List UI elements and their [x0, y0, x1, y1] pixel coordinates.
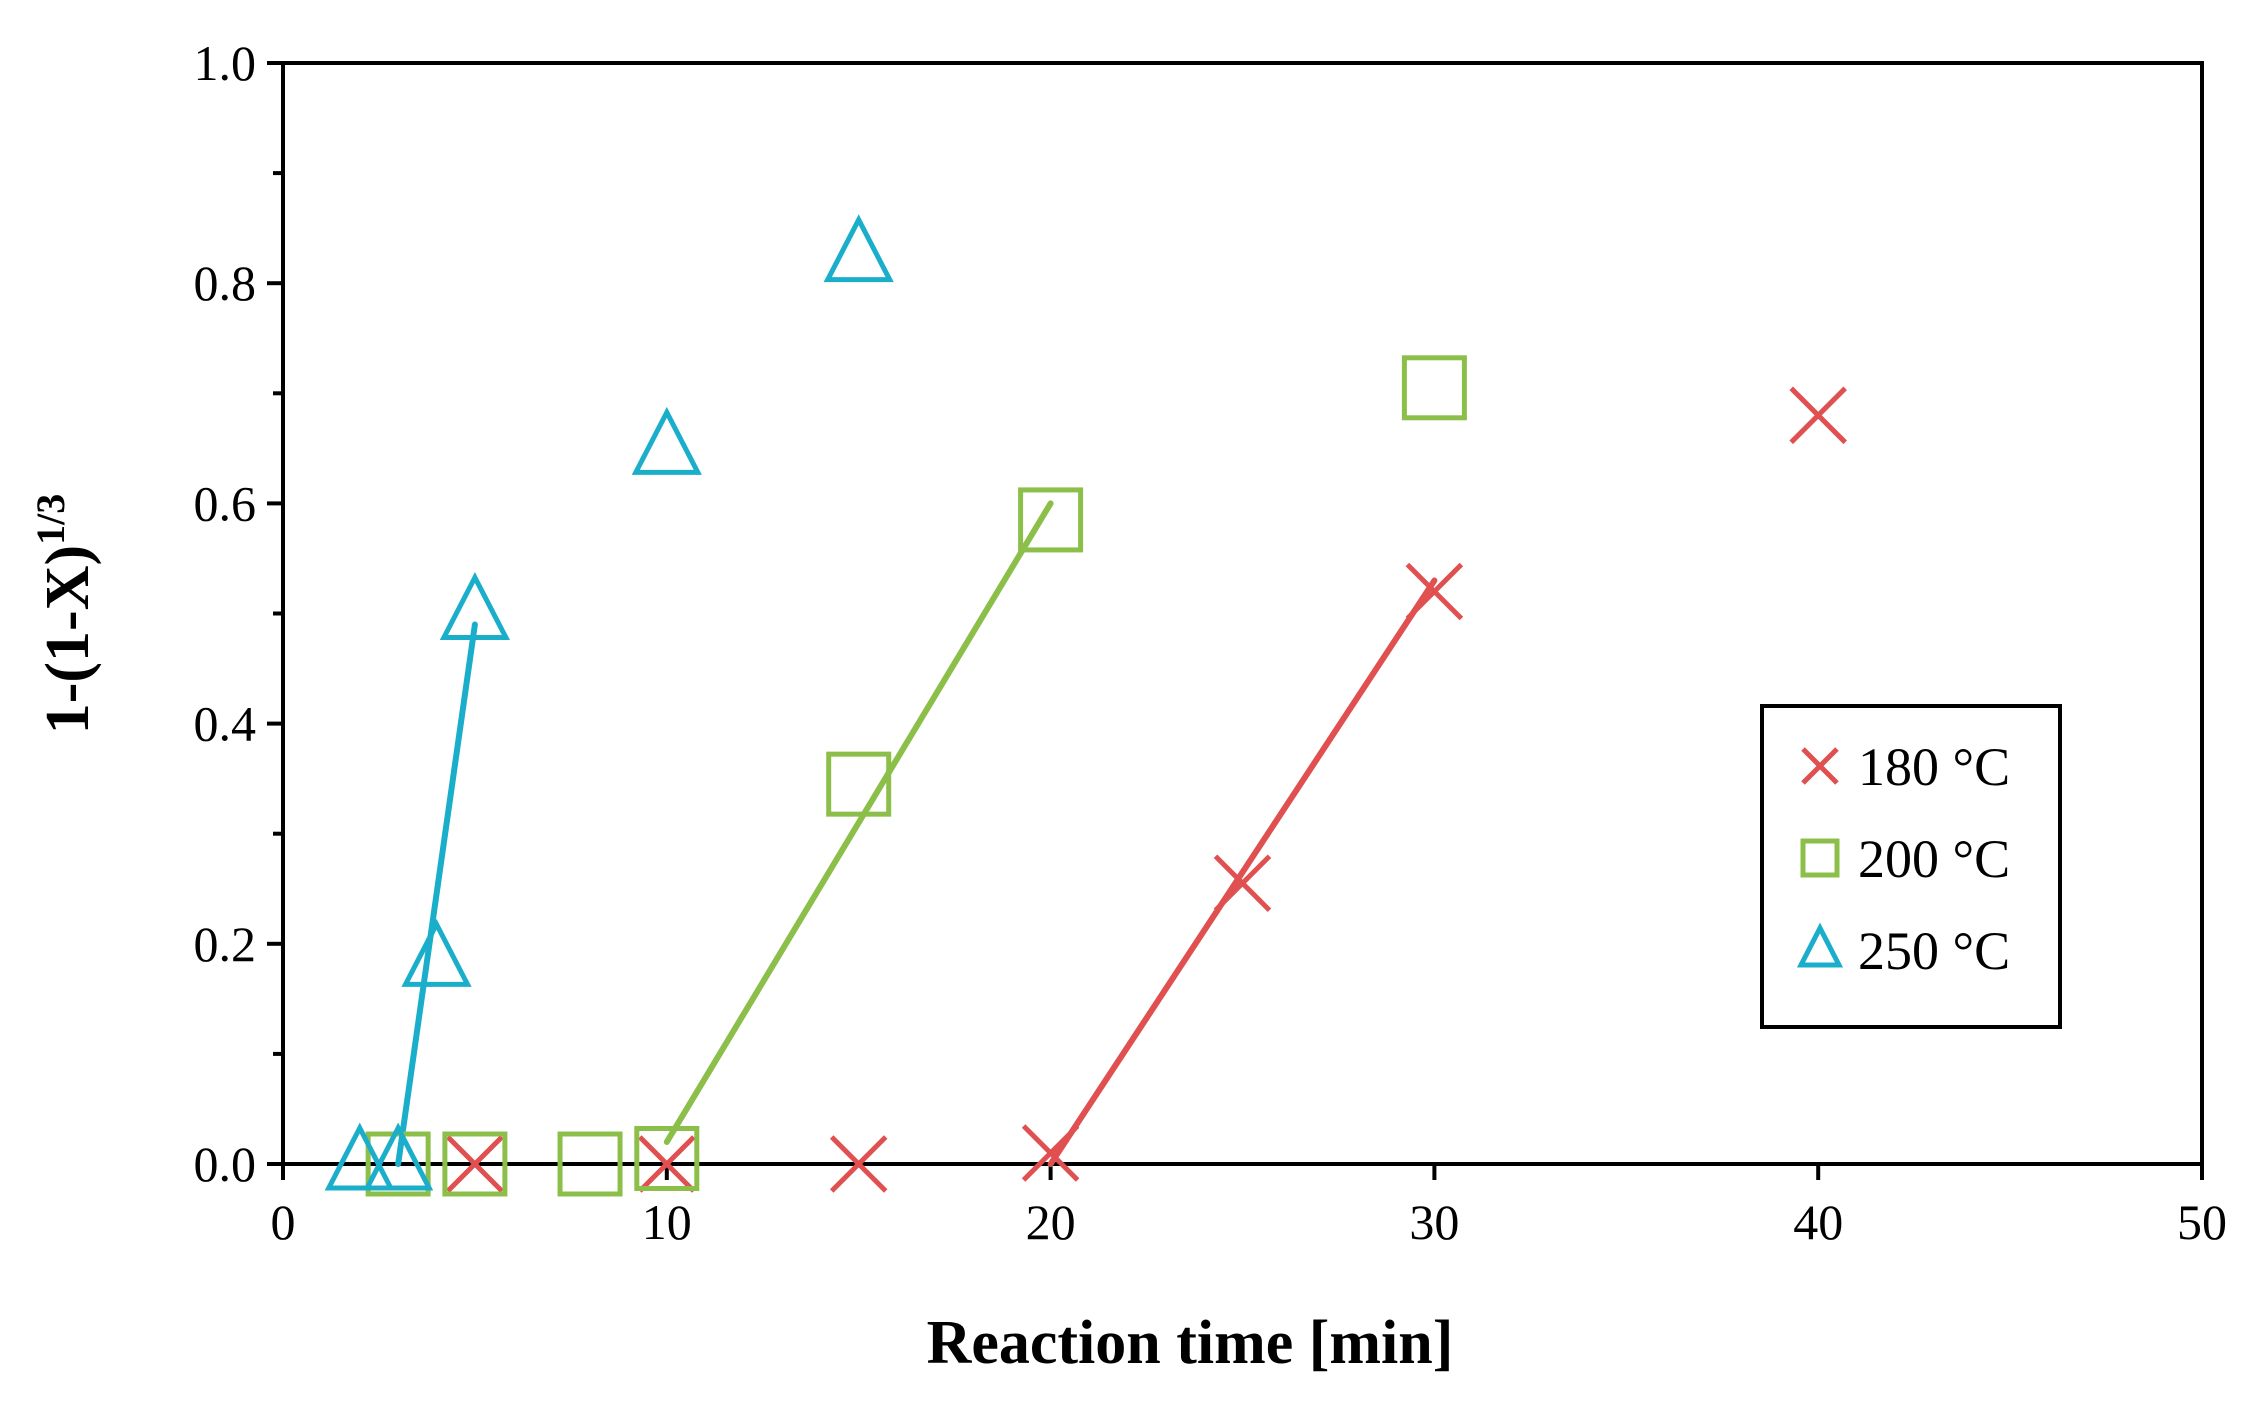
fit-line-x [1047, 577, 1438, 1167]
data-point-x [638, 1135, 696, 1193]
x-tick-label: 40 [1793, 1194, 1843, 1250]
x-tick-label: 30 [1409, 1194, 1459, 1250]
data-point-x [1213, 854, 1272, 913]
y-tick-label: 0.6 [194, 475, 257, 531]
y-axis-title: 1-(1-X)1/3 [28, 494, 102, 735]
data-point-x [1021, 1124, 1080, 1182]
x-axis-ticks: 0 10 20 30 40 50 [271, 1164, 2227, 1250]
legend-marker-square [1800, 838, 1840, 878]
legend-label: 180 °C [1858, 737, 2010, 797]
y-tick-label: 0.4 [194, 696, 257, 752]
x-tick-label: 0 [271, 1194, 296, 1250]
data-point-x [1405, 562, 1464, 621]
y-tick-label: 1.0 [194, 35, 257, 91]
x-tick-label: 10 [642, 1194, 692, 1250]
data-point-triangle [324, 1122, 395, 1191]
data-point-x [446, 1135, 504, 1193]
data-point-triangle [363, 1122, 434, 1191]
data-point-square [557, 1131, 623, 1197]
data-point-x-stroke-b [446, 1135, 504, 1193]
legend-marker-stroke-b [1801, 747, 1839, 785]
data-point-square [826, 751, 892, 817]
legend-marker-triangle [1796, 922, 1844, 968]
data-point-triangle [439, 572, 511, 640]
legend: 180 °C 200 °C 250 °C [1760, 704, 2062, 1029]
fit-lines [395, 500, 1438, 1167]
data-point-x [829, 1135, 888, 1193]
data-point-square [442, 1131, 508, 1197]
legend-label: 250 °C [1858, 921, 2010, 981]
fit-line-square [663, 500, 1054, 1145]
data-point-x [1789, 386, 1847, 445]
y-axis-ticks: 0.0 0.2 0.4 0.6 0.8 1.0 [194, 35, 283, 1192]
data-point-x-stroke-b [1405, 562, 1464, 621]
x-axis-title: Reaction time [min] [927, 1309, 1454, 1377]
data-point-x-stroke-b [1789, 386, 1847, 445]
data-points [324, 214, 1847, 1197]
data-point-triangle [631, 406, 702, 475]
data-point-x-stroke-b [829, 1135, 888, 1193]
y-axis-title-main: 1-(1-X) [34, 545, 102, 734]
legend-label: 200 °C [1858, 829, 2010, 889]
data-point-square [365, 1131, 431, 1197]
y-tick-label: 0.2 [194, 916, 257, 972]
data-point-triangle [823, 214, 894, 283]
data-point-triangle [401, 918, 472, 987]
y-tick-label: 0.0 [194, 1136, 257, 1192]
data-point-x-stroke-b [1021, 1124, 1080, 1182]
y-axis-title-superscript: 1/3 [28, 494, 73, 545]
data-point-square [1401, 355, 1467, 421]
data-point-square [634, 1125, 700, 1191]
data-point-x-stroke-b [1213, 854, 1272, 913]
data-point-x-stroke-b [638, 1135, 696, 1193]
legend-marker-x [1801, 747, 1839, 785]
x-tick-label: 50 [2177, 1194, 2227, 1250]
y-tick-label: 0.8 [194, 255, 257, 311]
data-point-square [1018, 487, 1084, 553]
x-tick-label: 20 [1026, 1194, 1076, 1250]
fit-line-triangle [395, 621, 478, 1167]
